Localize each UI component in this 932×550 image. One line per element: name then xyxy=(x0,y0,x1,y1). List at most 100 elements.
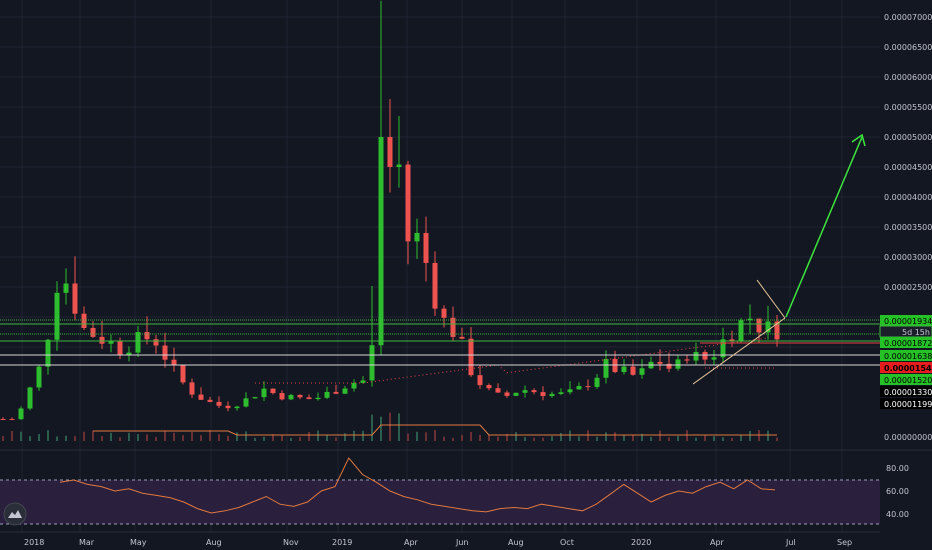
candle-up xyxy=(18,408,24,420)
price-tick: 0.00003500 xyxy=(884,223,932,232)
candle-up xyxy=(27,387,33,409)
volume-bars xyxy=(2,412,778,441)
rsi-pane: 80.00 60.00 40.00 xyxy=(0,457,909,525)
price-tick: 0.00005000 xyxy=(884,133,932,142)
candle-down xyxy=(9,419,15,421)
time-tick: Apr xyxy=(404,538,419,547)
candle-up xyxy=(621,366,627,373)
price-tick: 0.00006500 xyxy=(884,43,932,52)
volume-bar xyxy=(407,433,409,441)
volume-bar xyxy=(659,430,661,441)
volume-bar xyxy=(137,434,139,441)
time-tick: Mar xyxy=(79,538,95,547)
volume-bar xyxy=(191,432,193,441)
price-tick: 0.00000000 xyxy=(884,433,932,442)
volume-bar xyxy=(650,436,652,441)
rsi-line xyxy=(59,457,776,514)
candle-up xyxy=(747,318,753,321)
candle-down xyxy=(531,390,537,393)
triangle-pattern xyxy=(692,279,786,385)
volume-bar xyxy=(389,412,391,441)
candle-up xyxy=(108,341,114,344)
level-label: 0.00001934 xyxy=(884,317,932,326)
volume-bar xyxy=(11,430,13,441)
candle-up xyxy=(765,321,771,333)
volume-bar xyxy=(686,430,688,441)
volume-bar xyxy=(326,435,328,441)
candle-down xyxy=(207,399,213,402)
candle-up xyxy=(549,393,555,397)
candle-up xyxy=(603,358,609,378)
rsi-band xyxy=(0,480,880,524)
volume-bar xyxy=(380,416,382,441)
candle-down xyxy=(72,283,78,314)
time-tick: Jun xyxy=(455,538,469,547)
candle-down xyxy=(630,366,636,375)
volume-bar xyxy=(425,432,427,441)
time-tick: Aug xyxy=(206,538,222,547)
volume-bar xyxy=(758,430,760,441)
candle-up xyxy=(63,283,69,293)
candle-down xyxy=(216,401,222,406)
level-label: 0.00001638 xyxy=(884,352,932,361)
projection-arrow[interactable] xyxy=(785,133,866,318)
price-tick: 0.00004000 xyxy=(884,193,932,202)
candle-down xyxy=(459,336,465,339)
volume-bar xyxy=(335,437,337,441)
candle-up xyxy=(693,351,699,361)
countdown-label: 5d 15h xyxy=(902,328,930,337)
candle-down xyxy=(306,397,312,400)
candle-down xyxy=(270,388,276,394)
candle-down xyxy=(162,345,168,360)
volume-bar xyxy=(623,435,625,441)
level-label: 0.00001520 xyxy=(884,376,932,385)
time-tick: Nov xyxy=(283,538,299,547)
volume-bar xyxy=(578,436,580,441)
volume-bar xyxy=(740,435,742,441)
volume-bar xyxy=(38,434,40,441)
volume-bar xyxy=(497,436,499,441)
horizontal-levels[interactable] xyxy=(0,319,880,366)
volume-bar xyxy=(353,430,355,441)
candle-down xyxy=(198,394,204,400)
time-axis[interactable]: 2018 Mar May Aug Nov 2019 Apr Jun Aug Oc… xyxy=(24,538,852,547)
volume-bar xyxy=(641,433,643,441)
candle-up xyxy=(675,359,681,369)
volume-bar xyxy=(371,414,373,441)
volume-bar xyxy=(173,432,175,441)
tradingview-logo[interactable] xyxy=(3,502,27,526)
time-tick: 2018 xyxy=(24,538,44,547)
candles xyxy=(0,0,780,421)
volume-bar xyxy=(308,431,310,441)
candle-down xyxy=(468,338,474,376)
candle-up xyxy=(252,397,258,399)
candle-up xyxy=(126,352,132,355)
volume-bar xyxy=(479,434,481,441)
volume-bar xyxy=(128,432,130,441)
time-tick: Sep xyxy=(837,538,852,547)
volume-bar xyxy=(461,434,463,441)
candle-up xyxy=(576,386,582,390)
candle-down xyxy=(774,321,780,340)
candle-down xyxy=(153,339,159,346)
volume-bar xyxy=(713,436,715,441)
price-labels: 0.00001934 5d 15h 0.00001872 0.00001638 … xyxy=(879,315,932,409)
volume-bar xyxy=(218,434,220,441)
volume-bar xyxy=(434,430,436,441)
volume-bar xyxy=(47,430,49,441)
volume-bar xyxy=(299,437,301,441)
candle-up xyxy=(261,388,267,398)
price-axis[interactable]: 0.00007000 0.00006500 0.00006000 0.00005… xyxy=(884,13,932,442)
candle-down xyxy=(405,164,411,242)
time-tick: May xyxy=(130,538,147,547)
volume-bar xyxy=(155,436,157,441)
volume-bar xyxy=(506,433,508,441)
volume-bar xyxy=(569,430,571,441)
candle-up xyxy=(720,339,726,358)
candle-down xyxy=(504,392,510,396)
volume-bar xyxy=(227,435,229,441)
candle-up xyxy=(639,368,645,375)
volume-bar xyxy=(2,436,4,441)
candle-down xyxy=(702,351,708,360)
